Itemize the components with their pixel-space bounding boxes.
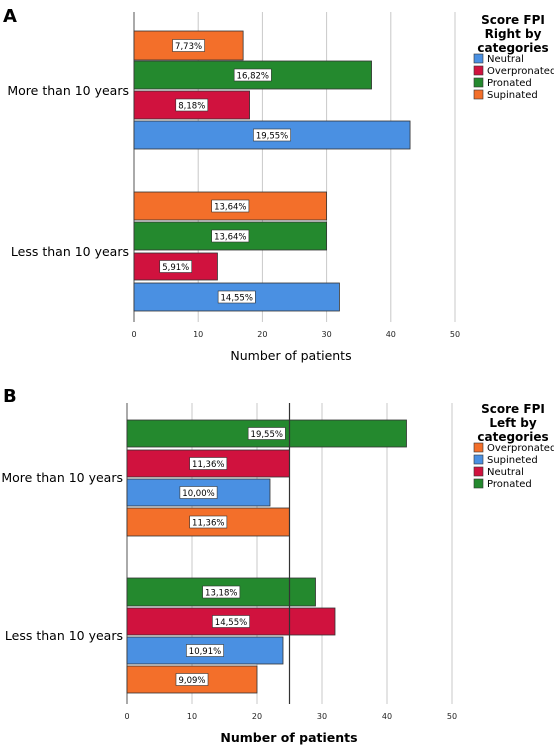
x-axis-label-b: Number of patients <box>220 730 357 745</box>
legend-title-b-2: Left by <box>489 416 537 430</box>
data-label-box-b-1-2 <box>186 644 224 657</box>
data-label-b-1-0: 13,18% <box>205 588 237 598</box>
legend-label-a-1: Overpronated <box>487 66 554 77</box>
legend-swatch-b-0 <box>473 442 484 453</box>
data-label-b-0-2: 10,00% <box>182 489 214 499</box>
data-label-box-b-0-3 <box>189 515 228 529</box>
legend-swatch-a-0 <box>473 53 484 64</box>
x-tick-label-a-10: 10 <box>193 330 203 339</box>
legend-title-a-1: Score FPI <box>481 13 545 27</box>
data-label-a-0-0: 7,73% <box>175 42 202 52</box>
x-tick-label-b-10: 10 <box>187 712 197 721</box>
x-tick-label-b-40: 40 <box>382 712 392 721</box>
panel-letter-a: A <box>3 6 17 27</box>
data-label-b-1-1: 14,55% <box>215 618 247 628</box>
panel-letter-b: B <box>3 386 17 407</box>
data-label-box-b-0-1 <box>189 457 228 470</box>
legend-swatch-b-3 <box>473 478 484 489</box>
legend-title-b-1: Score FPI <box>481 402 545 416</box>
bar-a-0-0 <box>133 30 244 61</box>
data-label-box-b-1-0 <box>202 585 241 599</box>
data-label-box-a-0-2 <box>175 98 209 112</box>
category-label-less-b: Less than 10 years <box>5 628 123 643</box>
legend-label-b-1: Supineted <box>487 455 538 466</box>
data-label-a-1-1: 13,64% <box>214 232 246 242</box>
x-tick-label-a-40: 40 <box>386 330 396 339</box>
plot-a: 0 10 20 30 40 50 7,73% 16,82% 8,18% 19,55% 13,64% 1… <box>131 12 460 339</box>
data-label-a-1-0: 13,64% <box>214 202 246 212</box>
legend-title-b-3: categories <box>477 430 548 444</box>
x-tick-label-a-50: 50 <box>450 330 460 339</box>
x-tick-label-b-50: 50 <box>447 712 457 721</box>
data-label-box-a-1-1 <box>211 229 250 243</box>
data-label-b-1-2: 10,91% <box>189 647 221 657</box>
panel-a: A 0 10 20 30 40 50 7,73% 16,82% 8,18% 19,55% 13,64… <box>3 6 554 363</box>
category-label-less-a: Less than 10 years <box>11 244 129 259</box>
legend-b: Score FPI Left by categories Overpronate… <box>473 402 554 490</box>
legend-a: Score FPI Right by categories NeutralOve… <box>473 13 554 101</box>
data-label-box-a-0-1 <box>233 68 272 82</box>
legend-title-a-3: categories <box>477 41 548 55</box>
data-label-a-1-2: 5,91% <box>162 263 189 273</box>
data-label-box-a-0-3 <box>253 128 291 142</box>
data-label-b-0-0: 19,55% <box>251 430 283 440</box>
legend-label-b-2: Neutral <box>487 467 524 478</box>
legend-title-a-2: Right by <box>485 27 542 41</box>
data-label-a-0-2: 8,18% <box>178 101 205 111</box>
data-label-box-a-1-3 <box>217 290 256 304</box>
data-label-b-1-3: 9,09% <box>178 676 205 686</box>
category-label-more-b: More than 10 years <box>1 470 123 485</box>
data-label-a-0-3: 19,55% <box>256 131 288 141</box>
legend-swatch-a-2 <box>473 77 484 88</box>
data-label-box-b-0-2 <box>179 486 218 499</box>
x-tick-label-a-30: 30 <box>322 330 332 339</box>
bar-a-1-1 <box>133 221 328 251</box>
legend-label-a-3: Supinated <box>487 90 538 101</box>
data-label-box-a-1-0 <box>211 199 250 213</box>
legend-label-b-0: Overpronated <box>487 443 554 454</box>
x-tick-label-b-20: 20 <box>252 712 262 721</box>
plot-b: 0 10 20 30 40 50 19,55% 11,36% 10,00% 11,36% 13,18… <box>124 403 457 721</box>
category-label-more-a: More than 10 years <box>7 83 129 98</box>
data-label-box-b-1-3 <box>175 673 209 686</box>
legend-label-a-2: Pronated <box>487 78 532 89</box>
data-label-box-b-1-1 <box>212 615 250 628</box>
legend-swatch-b-2 <box>473 466 484 477</box>
data-label-b-0-3: 11,36% <box>192 518 224 528</box>
legend-swatch-a-1 <box>473 65 484 76</box>
x-axis-label-a: Number of patients <box>230 348 351 363</box>
x-tick-label-b-30: 30 <box>317 712 327 721</box>
bar-a-0-2 <box>133 90 250 120</box>
data-label-box-a-0-0 <box>172 39 205 52</box>
data-label-box-b-0-0 <box>247 427 286 440</box>
data-label-box-a-1-2 <box>159 260 193 273</box>
x-tick-label-a-20: 20 <box>257 330 267 339</box>
x-tick-label-a-0: 0 <box>131 330 136 339</box>
legend-swatch-a-3 <box>473 89 484 100</box>
x-tick-label-b-0: 0 <box>124 712 129 721</box>
panel-b: B 0 10 20 30 40 50 19,55% 11,36% 10,00% 11,36% 13,… <box>1 386 554 745</box>
legend-label-b-3: Pronated <box>487 479 532 490</box>
data-label-a-1-3: 14,55% <box>221 293 253 303</box>
data-label-b-0-1: 11,36% <box>192 460 224 470</box>
legend-label-a-0: Neutral <box>487 54 524 65</box>
legend-swatch-b-1 <box>473 454 484 465</box>
data-label-a-0-1: 16,82% <box>237 71 269 81</box>
